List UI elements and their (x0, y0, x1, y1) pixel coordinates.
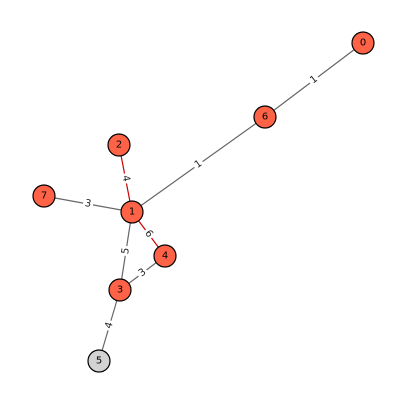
edge-weight-text: 3 (84, 198, 92, 210)
edge-labels-layer: 1 1 4 3 6 5 3 4 (82, 72, 322, 332)
edge-label-background (118, 172, 133, 185)
edge-weight-label-1-4: 6 (140, 226, 157, 242)
edge-weight-text: 3 (137, 267, 149, 280)
node-7: 7 (32, 184, 56, 208)
node-circle (108, 278, 132, 302)
node-circle (120, 200, 144, 224)
node-3: 3 (108, 278, 132, 302)
node-circle (153, 244, 177, 268)
edge-label-background (102, 319, 117, 332)
edge-weight-label-1-3: 5 (119, 245, 133, 257)
node-circle (87, 349, 111, 373)
node-2: 2 (107, 133, 131, 157)
node-circle (351, 31, 375, 55)
node-4: 4 (153, 244, 177, 268)
edge-weight-text: 4 (103, 321, 115, 330)
edge-label-background (140, 226, 157, 242)
node-label: 2 (116, 140, 122, 151)
node-1: 1 (120, 200, 144, 224)
edge-weight-label-7-1: 3 (82, 197, 94, 211)
node-label: 5 (96, 356, 102, 367)
edge-weight-label-2-1: 4 (118, 172, 133, 185)
node-label: 7 (41, 191, 47, 202)
edge-label-background (119, 245, 133, 257)
node-circle (107, 133, 131, 157)
edge-weight-text: 1 (308, 74, 320, 87)
node-label: 3 (117, 285, 123, 296)
node-label: 6 (262, 112, 268, 123)
edge-weight-label-6-1: 1 (190, 156, 207, 173)
nodes-layer: 0 1 2 3 4 5 6 7 (32, 31, 375, 373)
edge-weight-label-3-5: 4 (102, 319, 117, 332)
edge-label-background (190, 156, 207, 173)
edge-weight-text: 5 (120, 247, 132, 255)
node-label: 0 (360, 38, 366, 49)
edge-label-background (134, 265, 151, 281)
edge-label-background (306, 72, 322, 88)
node-circle (253, 105, 277, 129)
node-label: 1 (129, 207, 135, 218)
edge-weight-text: 4 (119, 174, 131, 182)
edge-weight-text: 1 (193, 158, 205, 171)
edge-label-background (82, 197, 94, 211)
edge-weight-label-4-3: 3 (134, 265, 151, 281)
node-circle (32, 184, 56, 208)
node-6: 6 (253, 105, 277, 129)
edge-weight-label-0-6: 1 (306, 72, 322, 88)
node-0: 0 (351, 31, 375, 55)
node-5: 5 (87, 349, 111, 373)
node-label: 4 (162, 251, 168, 262)
edge-weight-text: 6 (142, 228, 155, 240)
